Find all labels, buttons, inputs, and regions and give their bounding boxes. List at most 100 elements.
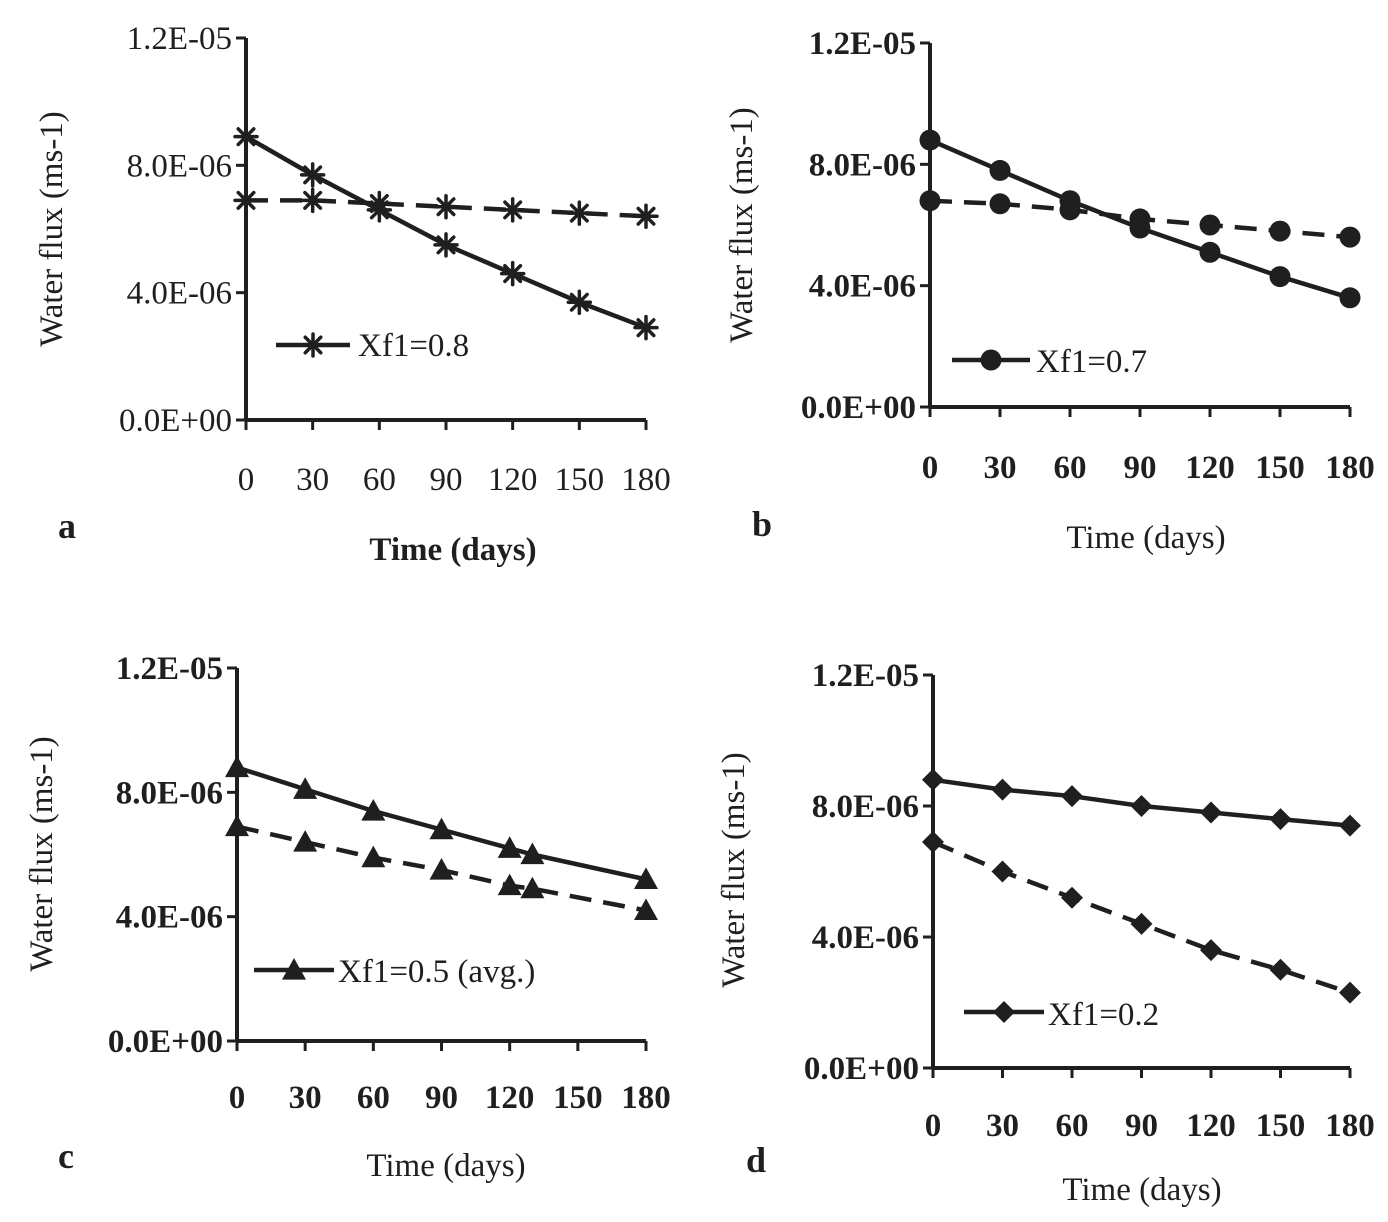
x-tick-label: 0 bbox=[925, 1108, 942, 1144]
x-tick-label: 0 bbox=[922, 450, 939, 486]
data-point bbox=[366, 190, 393, 217]
data-point bbox=[499, 197, 526, 223]
data-point bbox=[919, 190, 941, 212]
data-point bbox=[361, 798, 386, 821]
data-point bbox=[1339, 287, 1361, 309]
data-point bbox=[566, 289, 593, 315]
x-axis-title: Time (days) bbox=[1066, 520, 1225, 556]
data-point bbox=[633, 314, 659, 341]
series-solid bbox=[225, 755, 658, 889]
data-point bbox=[429, 817, 454, 840]
y-tick-label: 8.0E-06 bbox=[127, 148, 232, 184]
data-point bbox=[634, 898, 658, 921]
x-tick-label: 180 bbox=[1325, 450, 1375, 486]
x-tick-label: 30 bbox=[296, 462, 329, 498]
y-tick-label: 0.0E+00 bbox=[801, 390, 916, 426]
data-point bbox=[633, 203, 659, 230]
legend-label: Xf1=0.7 bbox=[1036, 344, 1147, 380]
y-axis-title: Water flux (ms-1) bbox=[34, 111, 70, 347]
legend-marker bbox=[980, 349, 1002, 371]
data-point bbox=[225, 755, 249, 778]
x-tick-label: 0 bbox=[238, 462, 255, 498]
data-point bbox=[1339, 814, 1361, 837]
x-tick-label: 180 bbox=[1325, 1108, 1375, 1144]
panel-d: 0.0E+00 4.0E-06 8.0E-06 1.2E-05 0 30 60 90 120 15… bbox=[716, 658, 1375, 1208]
data-point bbox=[497, 873, 522, 896]
data-point bbox=[299, 162, 326, 188]
data-point bbox=[233, 123, 259, 150]
y-tick-label: 8.0E-06 bbox=[116, 775, 223, 811]
legend-label: Xf1=0.5 (avg.) bbox=[338, 954, 535, 990]
data-point bbox=[1129, 208, 1151, 230]
x-tick-label: 90 bbox=[430, 462, 463, 498]
x-tick-label: 120 bbox=[488, 462, 538, 498]
y-axis-title: Water flux (ms-1) bbox=[24, 736, 60, 972]
x-tick-label: 30 bbox=[289, 1080, 322, 1116]
data-point bbox=[225, 814, 249, 837]
panel-letter: d bbox=[746, 1140, 766, 1180]
data-point bbox=[989, 193, 1011, 215]
data-point bbox=[989, 159, 1011, 181]
data-point bbox=[1269, 808, 1292, 831]
y-axis-title: Water flux (ms-1) bbox=[716, 752, 752, 988]
x-tick-label: 180 bbox=[621, 1080, 671, 1116]
legend: Xf1=0.5 (avg.) bbox=[254, 954, 535, 990]
data-point bbox=[1339, 226, 1361, 248]
data-point bbox=[293, 777, 318, 799]
panel-letter: b bbox=[752, 504, 772, 544]
y-tick-label: 1.2E-05 bbox=[812, 658, 919, 694]
data-point bbox=[520, 842, 545, 865]
data-point bbox=[922, 831, 944, 854]
y-axis-title: Water flux (ms-1) bbox=[724, 107, 760, 343]
x-tick-label: 150 bbox=[555, 462, 605, 498]
y-tick-label: 4.0E-06 bbox=[809, 269, 916, 305]
legend: Xf1=0.8 bbox=[276, 328, 469, 364]
x-tick-label: 60 bbox=[363, 462, 396, 498]
data-point bbox=[566, 200, 593, 226]
y-tick-label: 0.0E+00 bbox=[119, 403, 232, 439]
series-dashed bbox=[922, 831, 1361, 1004]
x-tick-label: 150 bbox=[1255, 450, 1305, 486]
data-point bbox=[1059, 199, 1081, 221]
x-tick-label: 30 bbox=[984, 450, 1017, 486]
data-point bbox=[1130, 795, 1153, 817]
data-point bbox=[1199, 214, 1221, 236]
data-point bbox=[293, 830, 318, 852]
x-tick-label: 180 bbox=[621, 462, 671, 498]
data-point bbox=[1199, 241, 1221, 263]
legend: Xf1=0.2 bbox=[964, 997, 1159, 1033]
data-point bbox=[361, 845, 386, 868]
legend-label: Xf1=0.8 bbox=[358, 328, 469, 364]
data-point bbox=[1269, 266, 1291, 288]
series-solid bbox=[233, 123, 659, 341]
data-point bbox=[433, 193, 459, 220]
panel-c: 0.0E+00 4.0E-06 8.0E-06 1.2E-05 0 30 60 90 120 15… bbox=[24, 651, 671, 1184]
y-tick-label: 4.0E-06 bbox=[127, 276, 232, 312]
data-point bbox=[1061, 886, 1083, 909]
data-point bbox=[433, 232, 459, 258]
x-tick-label: 150 bbox=[553, 1080, 603, 1116]
y-tick-label: 0.0E+00 bbox=[804, 1051, 919, 1087]
x-tick-label: 90 bbox=[1125, 1108, 1158, 1144]
x-tick-label: 90 bbox=[1124, 450, 1157, 486]
legend-marker bbox=[993, 1001, 1015, 1023]
data-point bbox=[1130, 912, 1153, 935]
y-tick-label: 1.2E-05 bbox=[116, 651, 223, 687]
x-axis-title: Time (days) bbox=[366, 1148, 525, 1184]
data-point bbox=[499, 260, 526, 287]
series-dashed bbox=[233, 187, 659, 230]
data-point bbox=[520, 876, 545, 899]
x-tick-label: 150 bbox=[1256, 1108, 1306, 1144]
x-tick-label: 60 bbox=[357, 1080, 390, 1116]
x-tick-label: 120 bbox=[1185, 450, 1235, 486]
x-tick-label: 30 bbox=[986, 1108, 1019, 1144]
x-tick-label: 120 bbox=[1186, 1108, 1236, 1144]
legend-label: Xf1=0.2 bbox=[1048, 997, 1159, 1033]
data-point bbox=[991, 860, 1014, 883]
data-point bbox=[1200, 801, 1222, 824]
panel-letter: c bbox=[58, 1136, 74, 1176]
y-tick-label: 0.0E+00 bbox=[108, 1024, 223, 1060]
x-tick-label: 60 bbox=[1054, 450, 1087, 486]
